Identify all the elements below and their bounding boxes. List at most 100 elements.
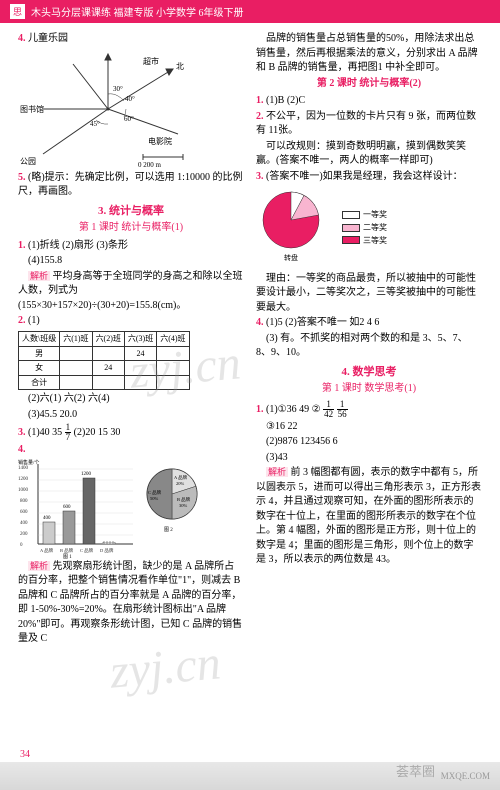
s3q1-explain-label: 解析 <box>28 271 50 281</box>
svg-text:C 品牌: C 品牌 <box>148 489 162 496</box>
footer-band: 荟萃圈 MXQE.COM <box>0 762 500 790</box>
r2q2-text: 不公平，因为一位数的卡片只有 9 张，而两位数有 11张。 <box>256 111 476 137</box>
angle-60: 60° <box>124 115 134 123</box>
section4-subtitle: 第 1 课时 数学思考(1) <box>256 382 482 397</box>
svg-text:600: 600 <box>20 510 28 515</box>
r2q3-num: 3. <box>256 171 266 182</box>
svg-text:A 品牌: A 品牌 <box>40 547 54 554</box>
s3q2-text: (1) <box>28 315 40 326</box>
svg-text:图 1: 图 1 <box>63 554 72 559</box>
header-title: 木头马分层课课练 福建专版 小学数学 6年级下册 <box>31 4 244 19</box>
r2q4-2: (3) 有。不抓奖的相对两个数的和是 3、5、7、8、9、10。 <box>256 332 482 361</box>
table-row: 合计 <box>19 375 190 390</box>
s3q1b-text: (4)155.8 <box>18 254 244 269</box>
svg-text:A 品牌: A 品牌 <box>174 474 188 481</box>
legend-swatch <box>342 211 360 219</box>
svg-text:B 品牌: B 品牌 <box>60 547 74 554</box>
s3q3b-text: (2)20 15 30 <box>74 427 121 438</box>
svg-text:图 2: 图 2 <box>164 527 173 533</box>
compass-diagram: 30° 40° 60° 45° 超市 北 图书馆 电影院 公园 0 200 m <box>18 49 198 169</box>
page-number: 34 <box>20 749 30 760</box>
sec2-title: 第 2 课时 统计与概率(2) <box>256 77 482 92</box>
bar-chart: 0 200 400 600 800 1000 1200 1400 <box>18 459 138 559</box>
svg-text:30%: 30% <box>179 503 188 508</box>
svg-text:400: 400 <box>43 516 51 521</box>
frac-1-56: 156 <box>337 400 348 419</box>
r2q4-num: 4. <box>256 317 266 328</box>
s4q1-explain: 前 3 幅图都有圆，表示的数字中都有 5，所以圆表示 5，进而可以得出三角形表示… <box>256 467 481 565</box>
svg-text:50%: 50% <box>150 496 159 501</box>
svg-text:0: 0 <box>20 543 23 548</box>
s3q1-text: (1)折线 (2)扇形 (3)条形 <box>28 240 128 251</box>
s3q3-num: 3. <box>18 427 28 438</box>
r2q1-text: (1)B (2)C <box>266 95 305 106</box>
label-park: 公园 <box>20 157 36 166</box>
section4-title: 4. 数学思考 <box>256 365 482 381</box>
footer-site: MXQE.COM <box>441 771 490 781</box>
left-column: 4. 儿童乐园 <box>18 31 244 648</box>
s3q4-num: 4. <box>18 444 26 455</box>
s3q2-num: 2. <box>18 315 28 326</box>
section3-subtitle: 第 1 课时 统计与概率(1) <box>18 221 244 236</box>
svg-text:20%: 20% <box>176 481 185 486</box>
svg-text:C 品牌: C 品牌 <box>80 547 94 554</box>
svg-text:1400: 1400 <box>18 466 29 471</box>
label-library: 图书馆 <box>20 104 44 114</box>
svg-text:800: 800 <box>20 499 28 504</box>
r2q2-num: 2. <box>256 111 266 122</box>
label-school: 超市 <box>143 56 159 66</box>
pie-chart-1: A 品牌 20% B 品牌 30% C 品牌 50% 图 2 <box>142 459 212 539</box>
pie-chart-2: 转盘 <box>256 185 336 271</box>
footer-brand: 荟萃圈 <box>396 761 435 780</box>
legend-swatch <box>342 224 360 232</box>
section3-title: 3. 统计与概率 <box>18 204 244 220</box>
frac-1-42: 142 <box>323 400 334 419</box>
right-cont: 品牌的销售量占总销售量的50%，用除法求出总销售量，然后再根据乘法的意义，分别求… <box>256 32 482 76</box>
right-column: 品牌的销售量占总销售量的50%，用除法求出总销售量，然后再根据乘法的意义，分别求… <box>256 31 482 648</box>
svg-text:B 品牌: B 品牌 <box>177 496 191 503</box>
svg-text:200: 200 <box>20 532 28 537</box>
svg-text:D 品牌: D 品牌 <box>100 547 114 554</box>
scale-text: 0 200 m <box>138 161 162 169</box>
q5-text: (略)提示：先确定比例，可以选用 1:10000 的比例尺，再画图。 <box>18 172 242 198</box>
header-bar: 思 木头马分层课课练 福建专版 小学数学 6年级下册 <box>0 0 500 23</box>
r2q3-reason: 理由：一等奖的商品最贵，所以被抽中的可能性要设计最小，二等奖次之，三等奖被抽中的… <box>256 272 482 316</box>
q4-num: 4. <box>18 33 28 44</box>
s3q2c-text: (3)45.5 20.0 <box>18 408 244 423</box>
s4q1-explain-label: 解析 <box>266 467 288 477</box>
content-columns: 4. 儿童乐园 <box>0 23 500 656</box>
s3q4-explain: 先观察扇形统计图，缺少的是 A 品牌所占的百分率，把整个销售情况看作单位"1"，… <box>18 561 242 645</box>
charts-row: 0 200 400 600 800 1000 1200 1400 <box>18 459 244 559</box>
svg-text:1200: 1200 <box>18 477 29 482</box>
page: 思 木头马分层课课练 福建专版 小学数学 6年级下册 4. 儿童乐园 <box>0 0 500 790</box>
legend-swatch <box>342 236 360 244</box>
legend-item: 一等奖 <box>342 209 387 221</box>
angle-30: 30° <box>113 85 123 93</box>
table-row: 人数\班级 六(1)班 六(2)班 六(3)班 六(4)班 <box>19 331 190 346</box>
r2q4-1: (1)5 (2)答案不唯一 如2 4 6 <box>266 317 379 328</box>
pie2-legend: 一等奖 二等奖 三等奖 <box>342 208 387 247</box>
s4q1-3: (2)9876 123456 6 <box>256 435 482 450</box>
label-north: 北 <box>176 62 184 71</box>
q4-text: 儿童乐园 <box>28 33 68 44</box>
legend-item: 二等奖 <box>342 222 387 234</box>
header-logo: 思 <box>10 4 25 19</box>
label-cinema: 电影院 <box>148 136 172 146</box>
svg-text:400: 400 <box>20 521 28 526</box>
r2q1-num: 1. <box>256 95 266 106</box>
svg-text:销售量/个: 销售量/个 <box>18 459 39 466</box>
s4q1-1: (1)①36 49 ② <box>266 404 321 415</box>
s3q1-explain: 平均身高等于全班同学的身高之和除以全班人数，列式为(155×30+157×20)… <box>18 271 243 311</box>
s3q2b-text: (2)六(1) 六(2) 六(4) <box>18 392 244 407</box>
table-row: 女 24 <box>19 361 190 376</box>
q5-num: 5. <box>18 172 28 183</box>
r2q3-text: (答案不唯一)如果我是经理，我会这样设计： <box>266 171 463 182</box>
s3q1-num: 1. <box>18 240 28 251</box>
pie2-row: 转盘 一等奖 二等奖 三等奖 <box>256 185 482 271</box>
s4q1-2: ③16 22 <box>256 420 482 435</box>
frac-1-7: 17 <box>65 423 72 442</box>
angle-40: 40° <box>125 95 135 103</box>
s3q4-explain-label: 解析 <box>28 561 50 571</box>
class-table: 人数\班级 六(1)班 六(2)班 六(3)班 六(4)班 男 24 女 24 <box>18 331 190 390</box>
svg-text:1000: 1000 <box>18 488 29 493</box>
